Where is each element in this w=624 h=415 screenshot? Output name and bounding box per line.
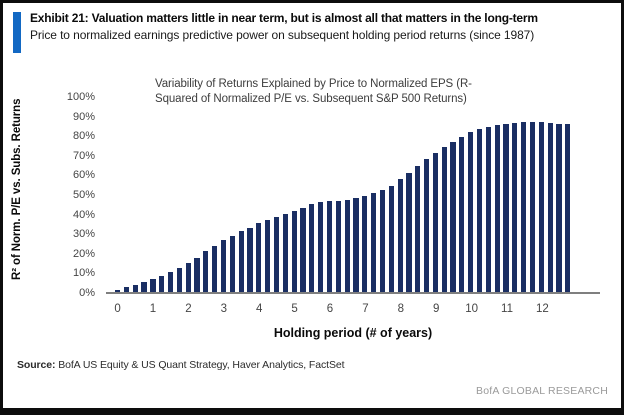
source-text: BofA US Equity & US Quant Strategy, Have… [55,359,345,371]
bar [468,132,474,293]
bar [441,147,447,293]
bar [494,125,500,293]
exhibit-title: Exhibit 21: Valuation matters little in … [30,11,538,25]
bar [203,250,209,293]
bar [132,285,138,293]
y-tick-label: 70% [72,149,95,162]
x-tick-label: 9 [432,303,440,315]
bar [282,213,288,293]
chart-title: Variability of Returns Explained by Pric… [155,78,472,105]
bar [353,197,359,293]
bar-chart: R² of Norm. P/E vs. Subs. Returns Variab… [3,75,621,353]
bar [432,152,438,293]
bar [318,201,324,293]
bar [220,240,227,293]
bar [388,186,394,293]
y-tick-label: 20% [72,247,95,260]
bar [379,190,386,293]
y-tick-label: 100% [66,91,95,103]
exhibit-header: Exhibit 21: Valuation matters little in … [13,10,538,53]
y-tick-label: 60% [72,169,95,182]
x-tick-label: 1 [149,303,157,315]
x-tick-label: 0 [114,303,121,315]
bar [547,122,553,293]
bar [229,236,235,293]
bar [503,123,509,293]
y-tick-label: 40% [72,208,95,221]
bar [238,231,244,293]
bar [529,121,536,293]
x-tick-label: 5 [291,303,298,315]
y-axis-title: R² of Norm. P/E vs. Subs. Returns [11,98,23,280]
brand-mark: BofA GLOBAL RESEARCH [476,385,608,397]
bar [185,262,191,293]
y-tick-label: 90% [72,110,95,123]
bar [362,196,368,293]
bar [371,193,377,293]
bar [512,122,518,293]
bar [123,287,130,293]
bar [476,129,483,293]
bar [194,257,200,293]
bar [406,172,412,293]
bar [556,123,562,293]
bar [300,207,306,293]
bar [247,228,253,293]
x-tick-label: 4 [255,303,263,315]
exhibit-subtitle: Price to normalized earnings predictive … [30,28,535,42]
bar [565,124,571,293]
bar [450,142,456,293]
bar [326,200,333,293]
y-tick-label: 10% [72,267,95,280]
y-tick-label: 80% [72,130,95,143]
x-tick-label: 10 [465,303,478,315]
bar [159,276,165,293]
bar [459,137,465,293]
plot-area [106,97,600,294]
bar [521,121,527,293]
accent-bar [13,12,21,53]
x-tick-label: 2 [185,303,192,315]
bar [265,219,271,293]
x-tick-label: 6 [326,303,334,315]
bar [150,279,156,293]
bar [309,203,315,293]
bar [141,282,147,293]
x-tick-label: 12 [535,303,549,315]
y-axis-ticks: 0% 10% 20% 30% 40% 50% 60% 70% 80% 90% 100% [43,91,99,299]
title-block: Exhibit 21: Valuation matters little in … [30,10,538,53]
x-tick-label: 7 [362,303,369,315]
bar [176,267,182,293]
bar [335,200,341,293]
bar [423,158,430,293]
bar [115,290,121,293]
bar [273,216,280,293]
bar [167,272,174,293]
bar [212,246,218,293]
x-tick-label: 11 [501,303,513,315]
bar [538,121,544,293]
y-tick-label: 0% [79,287,95,299]
x-tick-label: 8 [397,303,404,315]
source-label: Source: [17,359,56,371]
source-line: Source: BofA US Equity & US Quant Strate… [17,359,345,371]
bar [291,210,297,293]
bar [344,199,350,293]
x-axis-title: Holding period (# of years) [273,326,433,340]
y-tick-label: 30% [72,228,95,241]
x-tick-label: 3 [220,303,227,315]
plot-bars [115,97,571,293]
y-tick-label: 50% [72,189,95,201]
x-axis-line [106,292,600,294]
bar [485,127,491,293]
bar [415,165,421,293]
bar [256,223,262,293]
bar [397,179,403,293]
